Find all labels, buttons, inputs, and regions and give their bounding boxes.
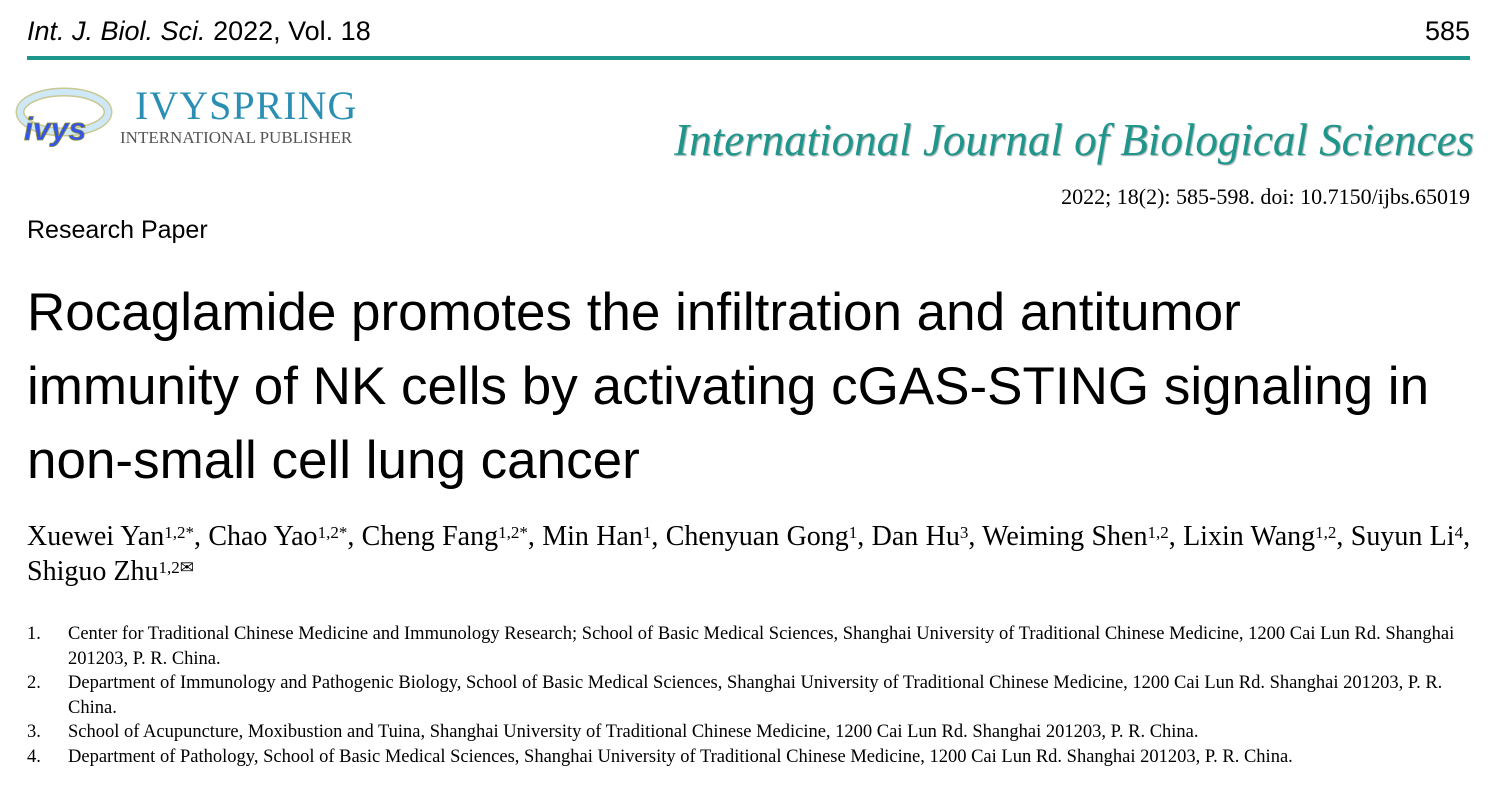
running-head: Int. J. Biol. Sci. 2022, Vol. 18 <box>27 16 371 47</box>
author-affiliation-marks: 1,2 <box>1147 523 1169 542</box>
author: Xuewei Yan1,2*, <box>27 521 208 552</box>
affiliation-item: 3. School of Acupuncture, Moxibustion and… <box>27 720 1470 745</box>
author-affiliation-marks: 1,2* <box>498 523 528 542</box>
author-separator: , <box>651 521 666 552</box>
author-separator: , <box>193 521 209 552</box>
author: Lixin Wang1,2, <box>1183 521 1351 552</box>
year-volume: 2022, Vol. 18 <box>213 16 371 46</box>
author: Cheng Fang1,2*, <box>362 521 543 552</box>
affiliation-text: Department of Pathology, School of Basic… <box>68 746 1293 767</box>
author-affiliation-marks: 1,2✉ <box>158 558 194 577</box>
affiliation-list: 1. Center for Traditional Chinese Medicin… <box>27 622 1470 769</box>
author-separator: , <box>347 521 362 552</box>
author-name: Shiguo Zhu <box>27 556 159 587</box>
author: Weiming Shen1,2, <box>982 521 1183 552</box>
paper-title: Rocaglamide promotes the infiltration an… <box>27 283 1430 490</box>
author-name: Chao Yao <box>208 521 318 552</box>
author: Min Han1, <box>542 521 666 552</box>
journal-title: International Journal of Biological Scie… <box>674 115 1474 165</box>
citation: 2022; 18(2): 585-598. doi: 10.7150/ijbs.… <box>1061 184 1470 209</box>
author-affiliation-marks: 4 <box>1454 523 1464 542</box>
author-name: Chenyuan Gong <box>665 521 849 552</box>
author-name: Xuewei Yan <box>27 521 165 552</box>
affiliation-text: School of Acupuncture, Moxibustion and T… <box>68 722 1199 742</box>
header-rule <box>27 56 1470 60</box>
author-separator: , <box>968 521 983 552</box>
author: Dan Hu3, <box>872 521 983 552</box>
affiliation-item: 1. Center for Traditional Chinese Medicin… <box>27 622 1470 671</box>
affiliation-number: 3. <box>27 722 41 742</box>
author-affiliation-marks: 1,2* <box>317 523 348 542</box>
paper-type: Research Paper <box>27 216 208 244</box>
author-name: Suyun Li <box>1350 521 1455 552</box>
journal-abbrev: Int. J. Biol. Sci. <box>27 16 206 46</box>
author-separator: , <box>1336 521 1351 552</box>
affiliation-text: Center for Traditional Chinese Medicine … <box>68 624 1455 669</box>
author-affiliation-marks: 1,2* <box>164 523 194 542</box>
publisher-subtitle: INTERNATIONAL PUBLISHER <box>120 128 353 147</box>
author-affiliation-marks: 3 <box>959 523 969 542</box>
affiliation-number: 1. <box>27 624 41 644</box>
author-separator: , <box>527 521 543 552</box>
author-affiliation-marks: 1,2 <box>1315 523 1337 542</box>
author-affiliation-marks: 1 <box>642 523 652 542</box>
author-separator: , <box>857 521 872 552</box>
affiliation-number: 4. <box>27 746 41 767</box>
author-name: Lixin Wang <box>1183 521 1316 552</box>
publisher-name: IVYSPRING <box>135 83 358 128</box>
author-name: Dan Hu <box>871 521 960 552</box>
author-name: Weiming Shen <box>982 521 1148 552</box>
author: Chenyuan Gong1, <box>666 521 872 552</box>
author-name: Cheng Fang <box>361 521 499 552</box>
affiliation-number: 2. <box>27 673 41 693</box>
page-number: 585 <box>1424 16 1470 46</box>
author-list: Xuewei Yan1,2*, Chao Yao1,2*, Cheng Fang… <box>27 519 1470 589</box>
affiliation-text: Department of Immunology and Pathogenic … <box>68 673 1443 718</box>
author-name: Min Han <box>542 521 643 552</box>
ivyspring-logo-icon: ivys <box>15 87 113 147</box>
affiliation-item: 4. Department of Pathology, School of Bas… <box>27 745 1470 770</box>
author-separator: , <box>1168 521 1184 552</box>
author: Shiguo Zhu1,2✉ <box>27 556 194 587</box>
author: Chao Yao1,2*, <box>208 521 361 552</box>
author-affiliation-marks: 1 <box>848 523 858 542</box>
author-separator: , <box>1463 521 1471 552</box>
svg-text:ivys: ivys <box>24 111 86 147</box>
affiliation-item: 2. Department of Immunology and Pathogeni… <box>27 671 1470 720</box>
author: Suyun Li4, <box>1351 521 1470 552</box>
